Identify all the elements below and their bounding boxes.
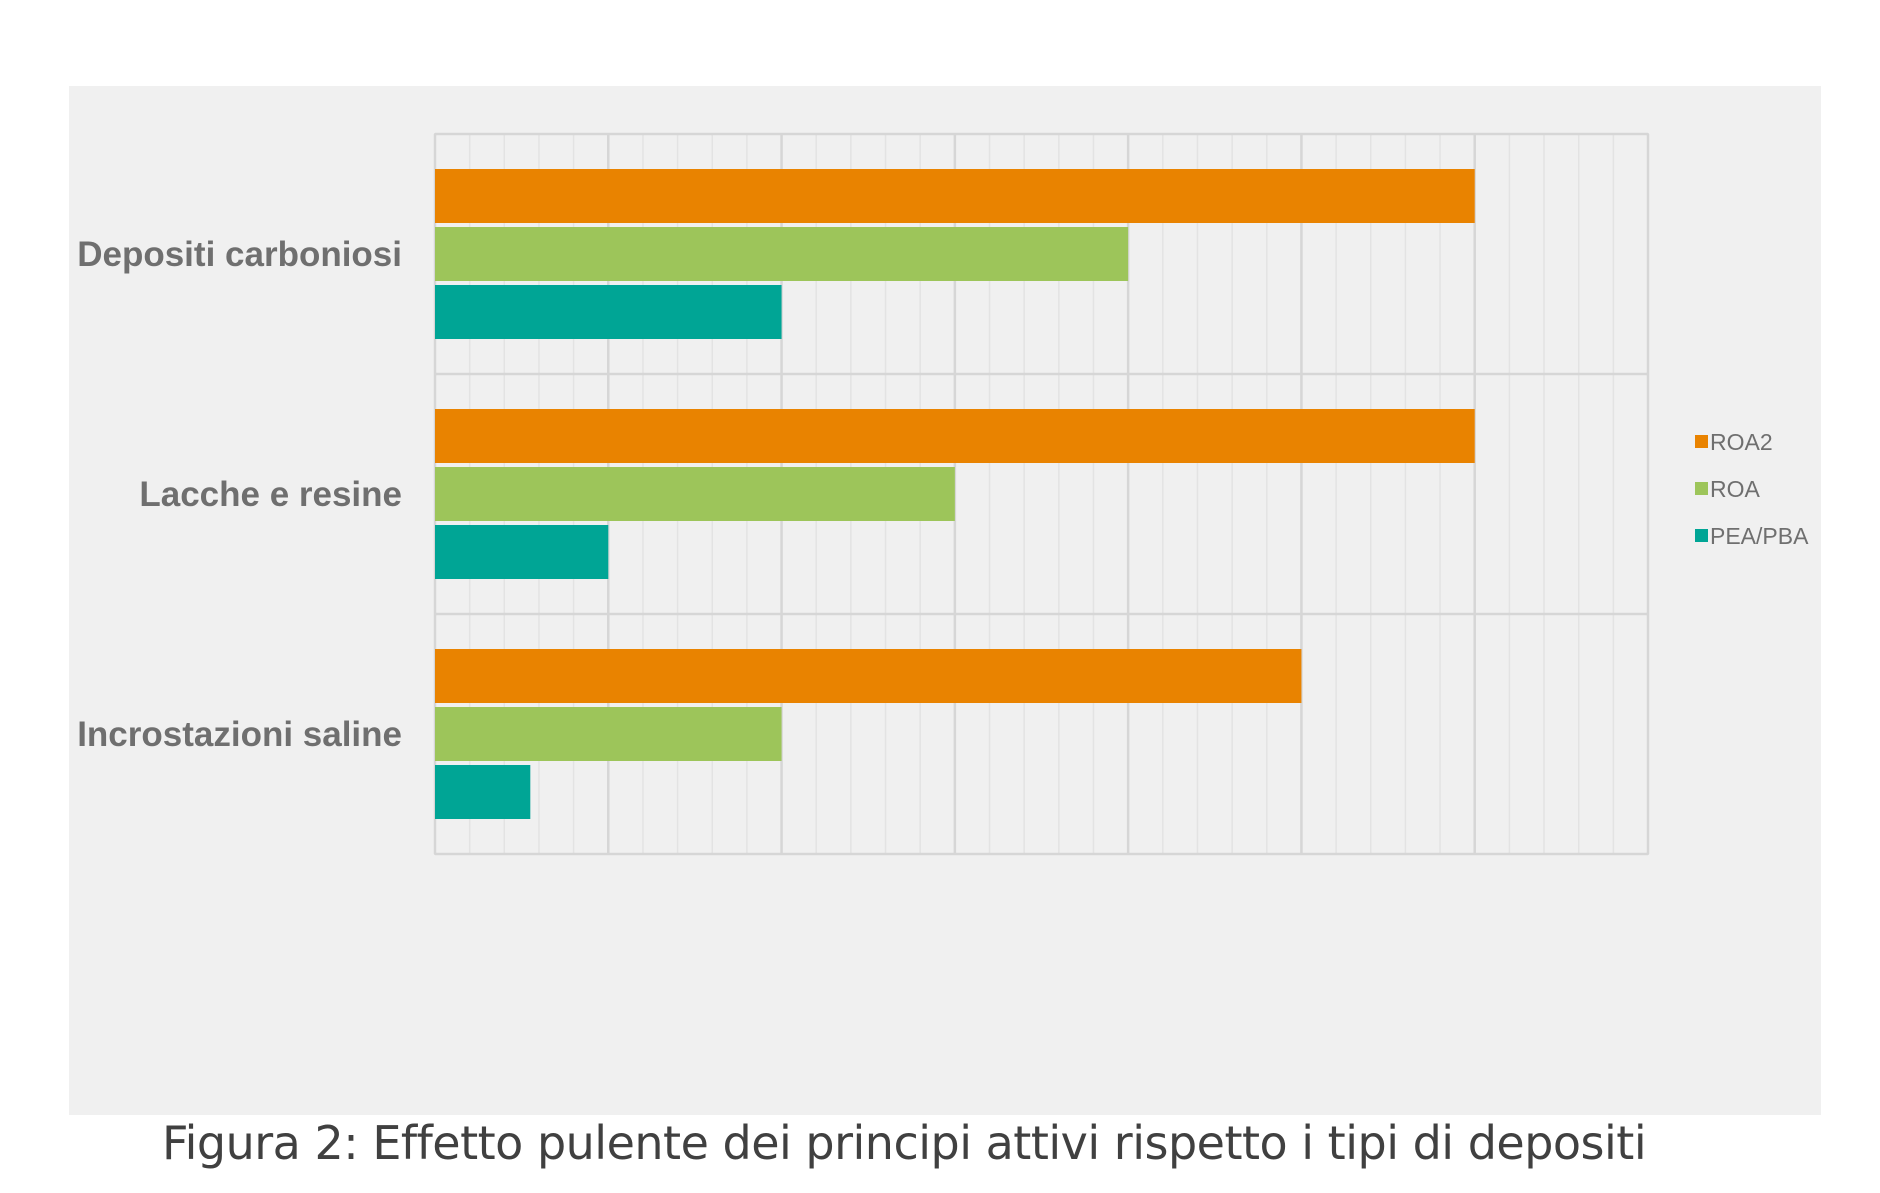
legend-label-roa2: ROA2 bbox=[1710, 429, 1773, 455]
figure-caption: Figura 2: Effetto pulente dei principi a… bbox=[162, 1116, 1647, 1170]
category-label-lacche-e-resine: Lacche e resine bbox=[139, 475, 402, 514]
bar-roa-depositi-carboniosi bbox=[435, 227, 1129, 281]
legend-swatch-roa bbox=[1695, 482, 1708, 495]
bar-pea-pba-lacche-e-resine bbox=[435, 525, 609, 579]
legend-label-roa: ROA bbox=[1710, 476, 1761, 502]
category-label-incrostazioni-saline: Incrostazioni saline bbox=[77, 715, 402, 754]
bar-roa2-depositi-carboniosi bbox=[435, 169, 1475, 223]
bar-roa2-lacche-e-resine bbox=[435, 409, 1475, 463]
legend-swatch-roa2 bbox=[1695, 435, 1708, 448]
figure-panel: Depositi carboniosi Lacche e resine Incros… bbox=[69, 86, 1821, 1170]
category-label-depositi-carboniosi: Depositi carboniosi bbox=[77, 235, 402, 274]
bar-roa-incrostazioni-saline bbox=[435, 707, 782, 761]
bar-pea-pba-incrostazioni-saline bbox=[435, 765, 531, 819]
legend-swatch-pea-pba bbox=[1695, 529, 1708, 542]
legend-label-pea-pba: PEA/PBA bbox=[1710, 523, 1809, 549]
bar-roa-lacche-e-resine bbox=[435, 467, 955, 521]
category-labels: Depositi carboniosi Lacche e resine Incros… bbox=[77, 235, 402, 754]
bar-pea-pba-depositi-carboniosi bbox=[435, 285, 782, 339]
bar-chart: Depositi carboniosi Lacche e resine Incros… bbox=[77, 132, 1809, 856]
bar-roa2-incrostazioni-saline bbox=[435, 649, 1302, 703]
chart-legend: ROA2 ROA PEA/PBA bbox=[1695, 429, 1809, 549]
chart-bars bbox=[435, 169, 1475, 819]
